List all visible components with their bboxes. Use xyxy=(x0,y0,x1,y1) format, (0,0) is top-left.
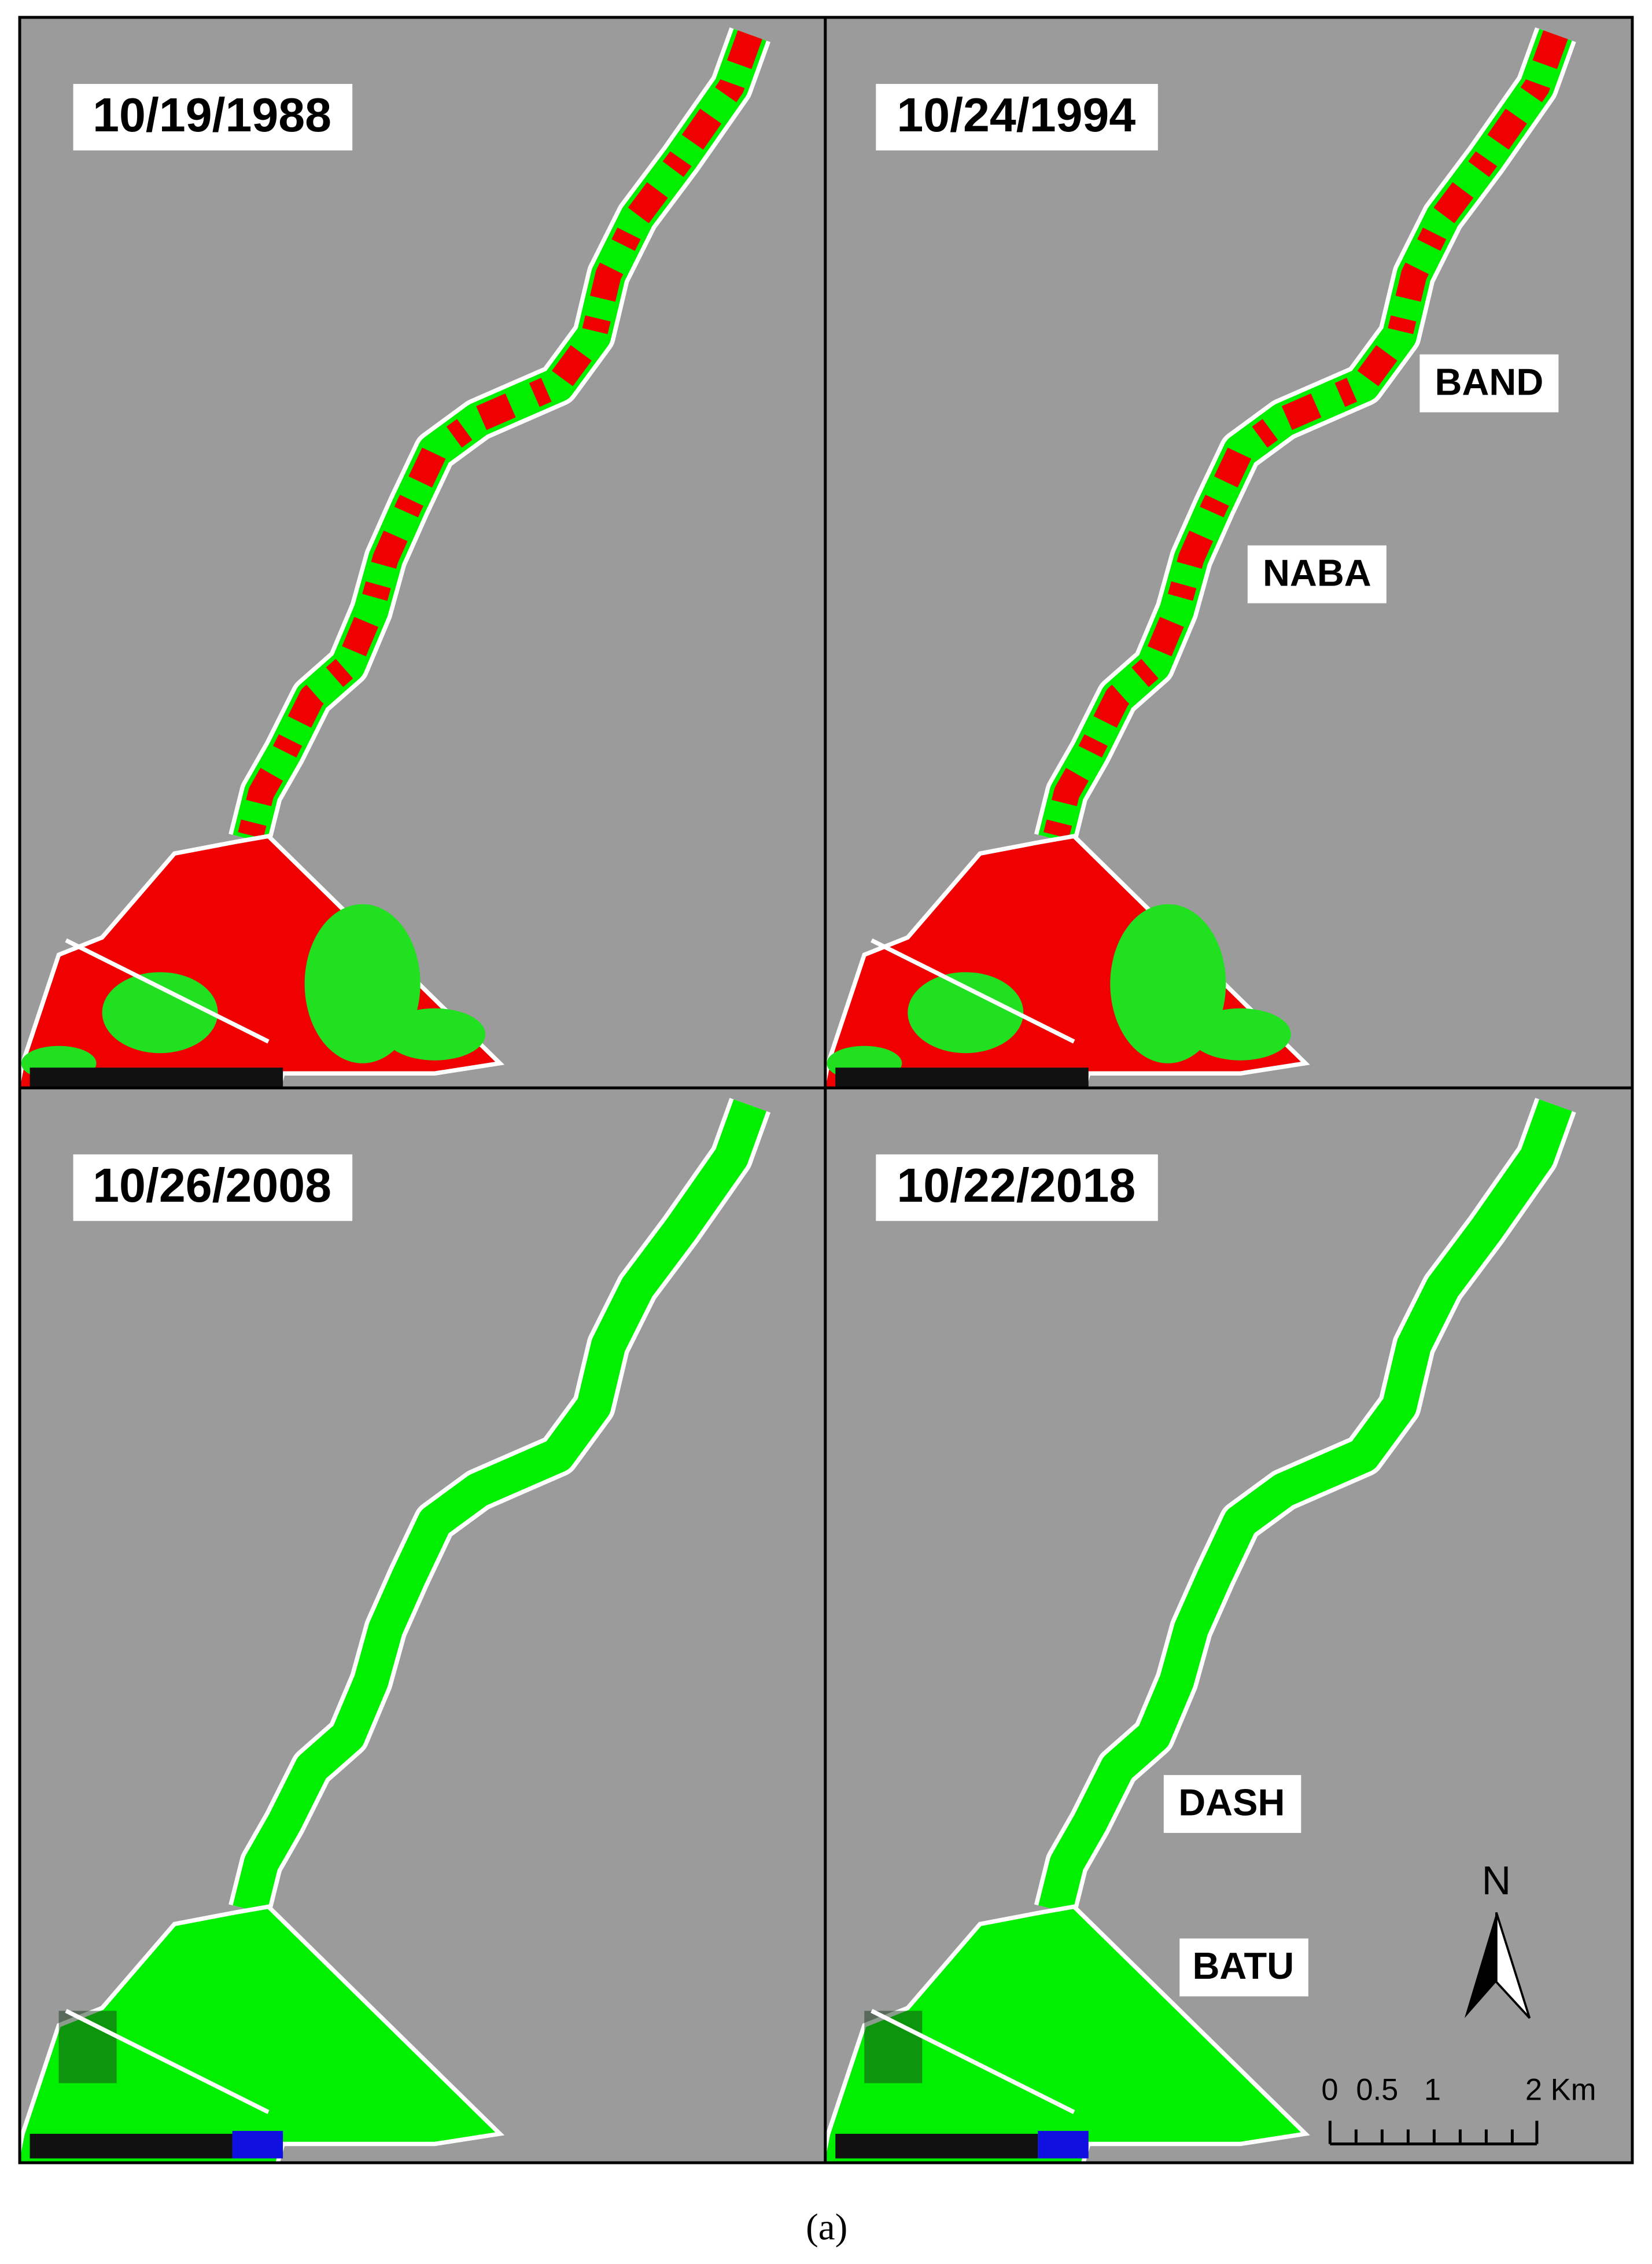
panel-date: 10/24/1994 xyxy=(897,89,1135,142)
region-label: DASH xyxy=(1178,1781,1285,1824)
scale-label: 0 xyxy=(1321,2072,1338,2107)
panel-date: 10/22/2018 xyxy=(897,1159,1135,1212)
north-label: N xyxy=(1482,1858,1511,1903)
panel-frame xyxy=(18,16,1634,2164)
region-label: NABA xyxy=(1263,551,1371,594)
label-boxes xyxy=(73,84,1559,1997)
scale-label: 0.5 xyxy=(1356,2072,1398,2107)
scale-label: 1 xyxy=(1424,2072,1441,2107)
panel-date: 10/26/2008 xyxy=(93,1159,331,1212)
north-arrow xyxy=(1464,1912,1531,2019)
region-label: BATU xyxy=(1192,1945,1294,1987)
caption: (a) xyxy=(806,2206,847,2248)
scale-bar xyxy=(1328,2121,1539,2145)
panel-date: 10/19/1988 xyxy=(93,89,331,142)
region-label: BAND xyxy=(1435,360,1544,403)
scale-label: 2 Km xyxy=(1525,2072,1596,2107)
